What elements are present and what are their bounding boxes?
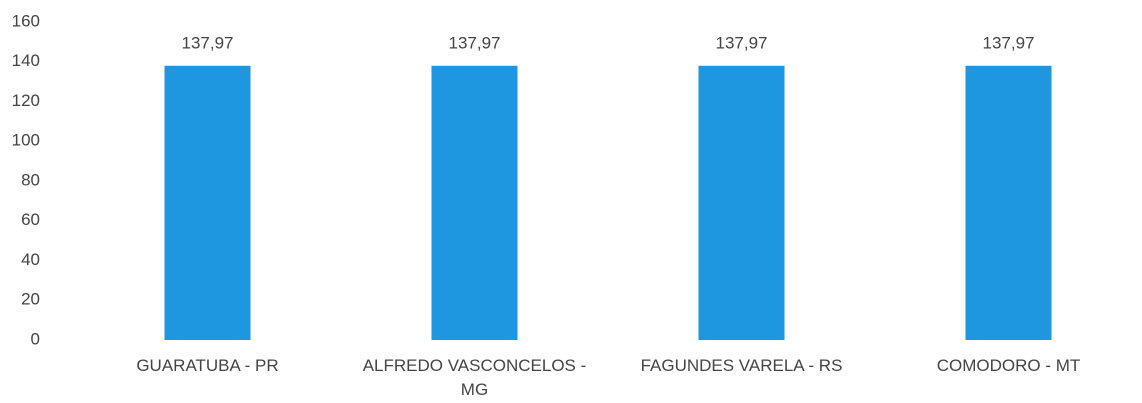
x-tick-label: GUARATUBA - PR	[136, 356, 279, 375]
bar	[965, 65, 1052, 341]
x-tick-label: ALFREDO VASCONCELOS - MG	[362, 356, 587, 399]
x-tick-label: FAGUNDES VARELA - RS	[640, 356, 843, 375]
y-tick-label: 100	[12, 131, 40, 150]
y-tick-label: 20	[21, 290, 40, 309]
value-label: 137,97	[983, 33, 1035, 52]
y-tick-label: 120	[12, 91, 40, 110]
x-tick-label: COMODORO - MT	[936, 356, 1081, 375]
bar	[698, 65, 785, 341]
value-label: 137,97	[449, 33, 501, 52]
y-tick-label: 140	[12, 51, 40, 70]
y-tick-label: 80	[21, 170, 40, 189]
value-label: 137,97	[182, 33, 234, 52]
y-tick-label: 60	[21, 210, 40, 229]
y-tick-label: 40	[21, 250, 40, 269]
y-tick-label: 160	[12, 11, 40, 30]
y-tick-label: 0	[31, 329, 40, 348]
bar	[431, 65, 518, 341]
value-label: 137,97	[716, 33, 768, 52]
bar	[164, 65, 251, 341]
